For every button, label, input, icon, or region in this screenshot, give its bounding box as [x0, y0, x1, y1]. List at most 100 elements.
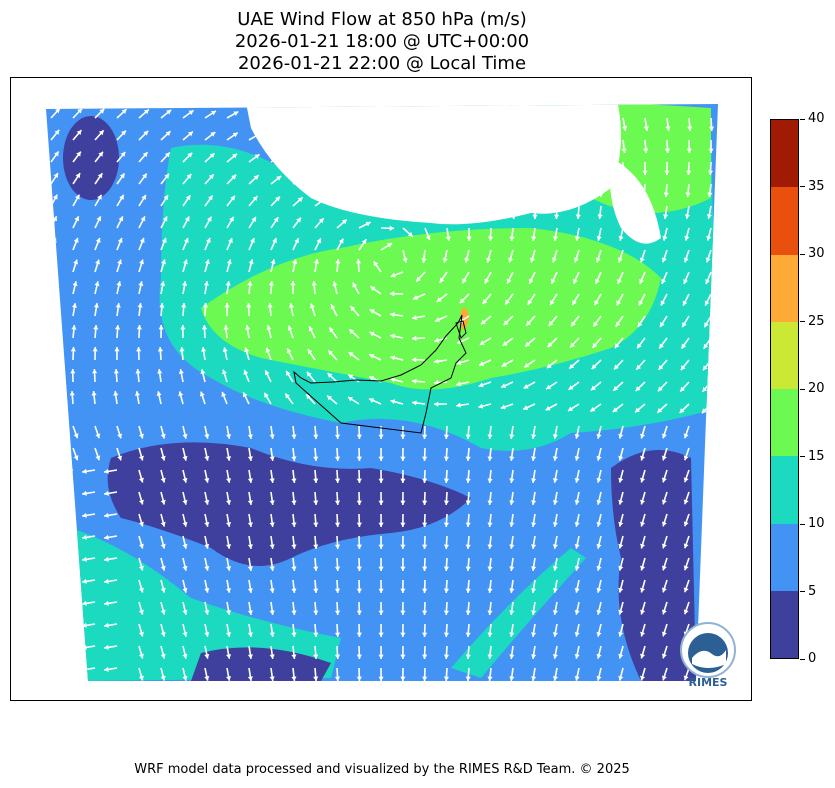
wind-vector-head — [367, 116, 372, 122]
wind-vector-head — [640, 455, 646, 461]
wind-vector-head — [683, 609, 689, 615]
wind-vector-head — [707, 192, 713, 197]
wind-vector-head — [316, 238, 322, 244]
wind-vector-head — [38, 491, 43, 496]
wind-vector-head — [338, 238, 344, 244]
wind-vector-head — [640, 477, 646, 483]
wind-vector-head — [248, 259, 254, 265]
wind-vector-head — [204, 566, 210, 571]
wind-vector-head — [684, 235, 690, 241]
wind-vector-head — [356, 676, 362, 681]
wind-vector-head — [117, 237, 123, 243]
wind-vector-head — [681, 343, 687, 349]
wind-vector-head — [291, 588, 297, 593]
wind-map — [38, 104, 718, 681]
wind-vector-head — [182, 433, 188, 439]
wind-vector-head — [313, 544, 319, 549]
wind-vector-head — [639, 278, 644, 284]
musandam-border — [455, 320, 467, 339]
colorbar-tick-label: 30 — [808, 246, 825, 261]
wind-vector-head — [487, 610, 493, 615]
wind-vector-head — [552, 456, 558, 461]
wind-vector-head — [599, 148, 605, 153]
wind-vector-head — [255, 111, 261, 117]
wind-vector-head — [51, 455, 57, 461]
wind-vector-head — [356, 544, 362, 549]
wind-vector-head — [226, 434, 232, 439]
wind-vector-head — [50, 281, 56, 287]
wind-vector-head — [705, 477, 711, 483]
wind-vector-head — [682, 322, 687, 328]
wind-vector-head — [378, 566, 384, 571]
wind-vector-head — [682, 300, 688, 306]
wind-vector-head — [269, 588, 275, 593]
wind-vector-head — [138, 521, 144, 527]
wind-vector-head — [596, 587, 602, 593]
wind-vector — [60, 579, 74, 583]
wind-vector-head — [208, 174, 214, 180]
wind-vector-head — [288, 303, 294, 308]
wind-vector-head — [657, 407, 663, 413]
wind-vector-head — [38, 579, 43, 584]
wind-vector-head — [367, 180, 372, 187]
wind-vector-head — [462, 278, 467, 284]
footer-credit: WRF model data processed and visualized … — [134, 762, 630, 777]
wind-vector-head — [552, 500, 558, 505]
wind-vector-head — [179, 347, 185, 352]
wind-vector-head — [82, 490, 87, 496]
wind-vector-head — [484, 278, 490, 284]
wind-vector-head — [596, 609, 602, 615]
wind-vector-head — [60, 666, 65, 672]
wind-vector-head — [95, 237, 101, 243]
wind-vector-head — [468, 213, 474, 219]
wind-vector-head — [422, 544, 428, 549]
wind-vector-head — [204, 676, 210, 681]
wind-vector-head — [571, 321, 576, 327]
wind-vector-head — [60, 622, 65, 628]
wind-vector-head — [509, 654, 515, 659]
wind-vector — [60, 601, 74, 605]
wind-vector-head — [99, 108, 105, 114]
colorbar-tick — [800, 658, 805, 660]
wind-vector-head — [52, 194, 58, 200]
wind-vector-head — [138, 477, 144, 483]
wind-vector-head — [277, 155, 283, 160]
wind-vector-head — [509, 610, 515, 615]
wind-vector-head — [298, 176, 304, 182]
wind-vector-head — [596, 477, 602, 483]
wind-vector-head — [160, 631, 166, 637]
wind-vector-head — [113, 369, 119, 374]
wind-vector-head — [245, 325, 251, 330]
wind-vector-head — [70, 347, 76, 352]
wind-vector-head — [531, 456, 537, 461]
wind-vector-head — [407, 231, 413, 237]
wind-vector-head — [640, 235, 646, 241]
wind-vector-head — [422, 676, 428, 681]
wind-vector-head — [269, 610, 275, 615]
colorbar-tick — [800, 523, 805, 525]
wind-vector-head — [574, 609, 580, 615]
wind-vector-head — [291, 456, 297, 461]
wind-vector-head — [703, 343, 709, 349]
wind-vector-head — [118, 216, 124, 222]
wind-vector-head — [247, 566, 253, 571]
wind-vector-head — [225, 281, 231, 286]
wind-vector-head — [412, 378, 417, 384]
wind-vector-head — [182, 543, 188, 549]
wind-vector-head — [291, 676, 297, 681]
wind-vector-head — [291, 522, 297, 527]
wind-vector-head — [705, 455, 711, 461]
wind-vector-head — [445, 236, 451, 241]
wind-vector-head — [636, 364, 642, 370]
wind-vector-head — [683, 521, 689, 527]
colorbar-tick-label: 35 — [808, 178, 825, 194]
colorbar-tick-label: 20 — [808, 381, 825, 396]
wind-vector-head — [356, 654, 362, 659]
wind-vector-head — [187, 131, 193, 137]
wind-vector-head — [422, 588, 428, 593]
wind-vector-head — [226, 500, 232, 505]
wind-vector-head — [596, 521, 602, 527]
wind-vector-head — [204, 588, 210, 593]
wind-vector — [705, 601, 712, 615]
wind-vector-head — [708, 148, 714, 153]
